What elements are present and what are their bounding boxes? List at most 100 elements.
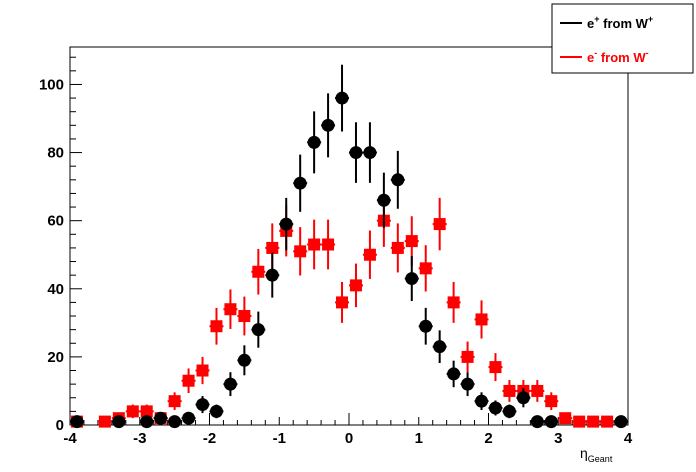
data-point-square [419, 262, 432, 275]
data-point-square [433, 218, 446, 231]
data-point-circle [530, 415, 544, 429]
legend: e+ from W+ e- from W- [551, 3, 694, 74]
data-point-square [461, 350, 474, 363]
y-tick-label: 80 [47, 145, 64, 162]
x-axis-title-symbol: η [580, 445, 588, 461]
data-point-square [308, 238, 321, 251]
legend-positron-base: e [587, 16, 594, 31]
data-point-circle [475, 394, 489, 408]
data-point-circle [516, 391, 530, 405]
series-positron [69, 64, 629, 429]
x-tick-label: -4 [63, 430, 77, 447]
legend-positron-charge: + [594, 14, 599, 24]
data-point-circle [502, 404, 516, 418]
x-tick-label: 1 [415, 430, 423, 447]
data-point-square [405, 235, 418, 248]
legend-box [551, 3, 694, 74]
data-point-circle [70, 415, 84, 429]
data-point-circle [154, 411, 168, 425]
data-point-circle [112, 415, 126, 429]
data-point-square [266, 241, 279, 254]
data-point-square [531, 384, 544, 397]
data-point-square [489, 361, 502, 374]
x-tick-label: -1 [273, 430, 286, 447]
legend-label-positron: e+ from W+ [587, 14, 653, 31]
y-tick-label: 0 [56, 417, 64, 434]
legend-electron-base: e [587, 50, 594, 65]
data-point-circle [196, 398, 210, 412]
y-tick-label: 20 [47, 349, 64, 366]
x-tick-label: 0 [345, 430, 353, 447]
legend-electron-charge: - [594, 48, 597, 58]
data-point-square [336, 296, 349, 309]
data-point-circle [237, 353, 251, 367]
data-point-square [238, 310, 251, 323]
data-point-square [587, 415, 600, 428]
data-point-circle [293, 176, 307, 190]
legend-electron-wcharge: - [646, 48, 649, 58]
data-point-circle [209, 404, 223, 418]
data-point-circle [349, 146, 363, 160]
data-point-square [252, 265, 265, 278]
data-point-circle [488, 401, 502, 415]
data-point-circle [168, 415, 182, 429]
data-point-circle [419, 319, 433, 333]
x-tick-label: -3 [133, 430, 146, 447]
data-point-circle [321, 118, 335, 132]
data-point-square [294, 245, 307, 258]
data-point-circle [140, 415, 154, 429]
data-point-square [196, 364, 209, 377]
data-point-square [210, 320, 223, 333]
data-point-circle [251, 323, 265, 337]
data-point-square [98, 415, 111, 428]
data-point-circle [544, 415, 558, 429]
x-axis-title-subscript: Geant [588, 454, 613, 464]
data-point-square [168, 395, 181, 408]
data-point-circle [433, 340, 447, 354]
data-layer [69, 64, 629, 429]
y-tick-label: 60 [47, 213, 64, 230]
data-point-square [573, 415, 586, 428]
data-point-square [349, 279, 362, 292]
data-point-square [140, 405, 153, 418]
x-tick-label: -2 [203, 430, 216, 447]
data-point-circle [182, 411, 196, 425]
data-point-circle [377, 193, 391, 207]
data-point-circle [614, 415, 628, 429]
data-point-circle [405, 272, 419, 286]
data-point-circle [223, 377, 237, 391]
data-point-circle [363, 146, 377, 160]
data-point-square [447, 296, 460, 309]
data-point-square [224, 303, 237, 316]
data-point-square [322, 238, 335, 251]
x-tick-label: 4 [624, 430, 633, 447]
data-point-circle [461, 377, 475, 391]
data-point-square [503, 384, 516, 397]
data-point-circle [307, 135, 321, 149]
data-point-circle [265, 268, 279, 282]
data-point-square [545, 395, 558, 408]
data-point-square [559, 412, 572, 425]
data-point-square [182, 374, 195, 387]
data-point-circle [335, 91, 349, 105]
legend-positron-wcharge: + [648, 14, 653, 24]
x-tick-label: 3 [554, 430, 562, 447]
x-tick-label: 2 [484, 430, 492, 447]
data-point-circle [447, 367, 461, 381]
data-point-square [126, 405, 139, 418]
data-point-circle [279, 217, 293, 231]
data-point-square [601, 415, 614, 428]
y-tick-label: 100 [39, 76, 64, 93]
legend-label-electron: e- from W- [587, 48, 649, 65]
data-point-square [475, 313, 488, 326]
legend-positron-from: from W [600, 16, 649, 31]
legend-electron-from: from W [597, 50, 646, 65]
x-axis-title: ηGeant [580, 445, 613, 464]
data-point-square [391, 241, 404, 254]
data-point-circle [391, 173, 405, 187]
data-point-square [363, 248, 376, 261]
y-tick-label: 40 [47, 281, 64, 298]
